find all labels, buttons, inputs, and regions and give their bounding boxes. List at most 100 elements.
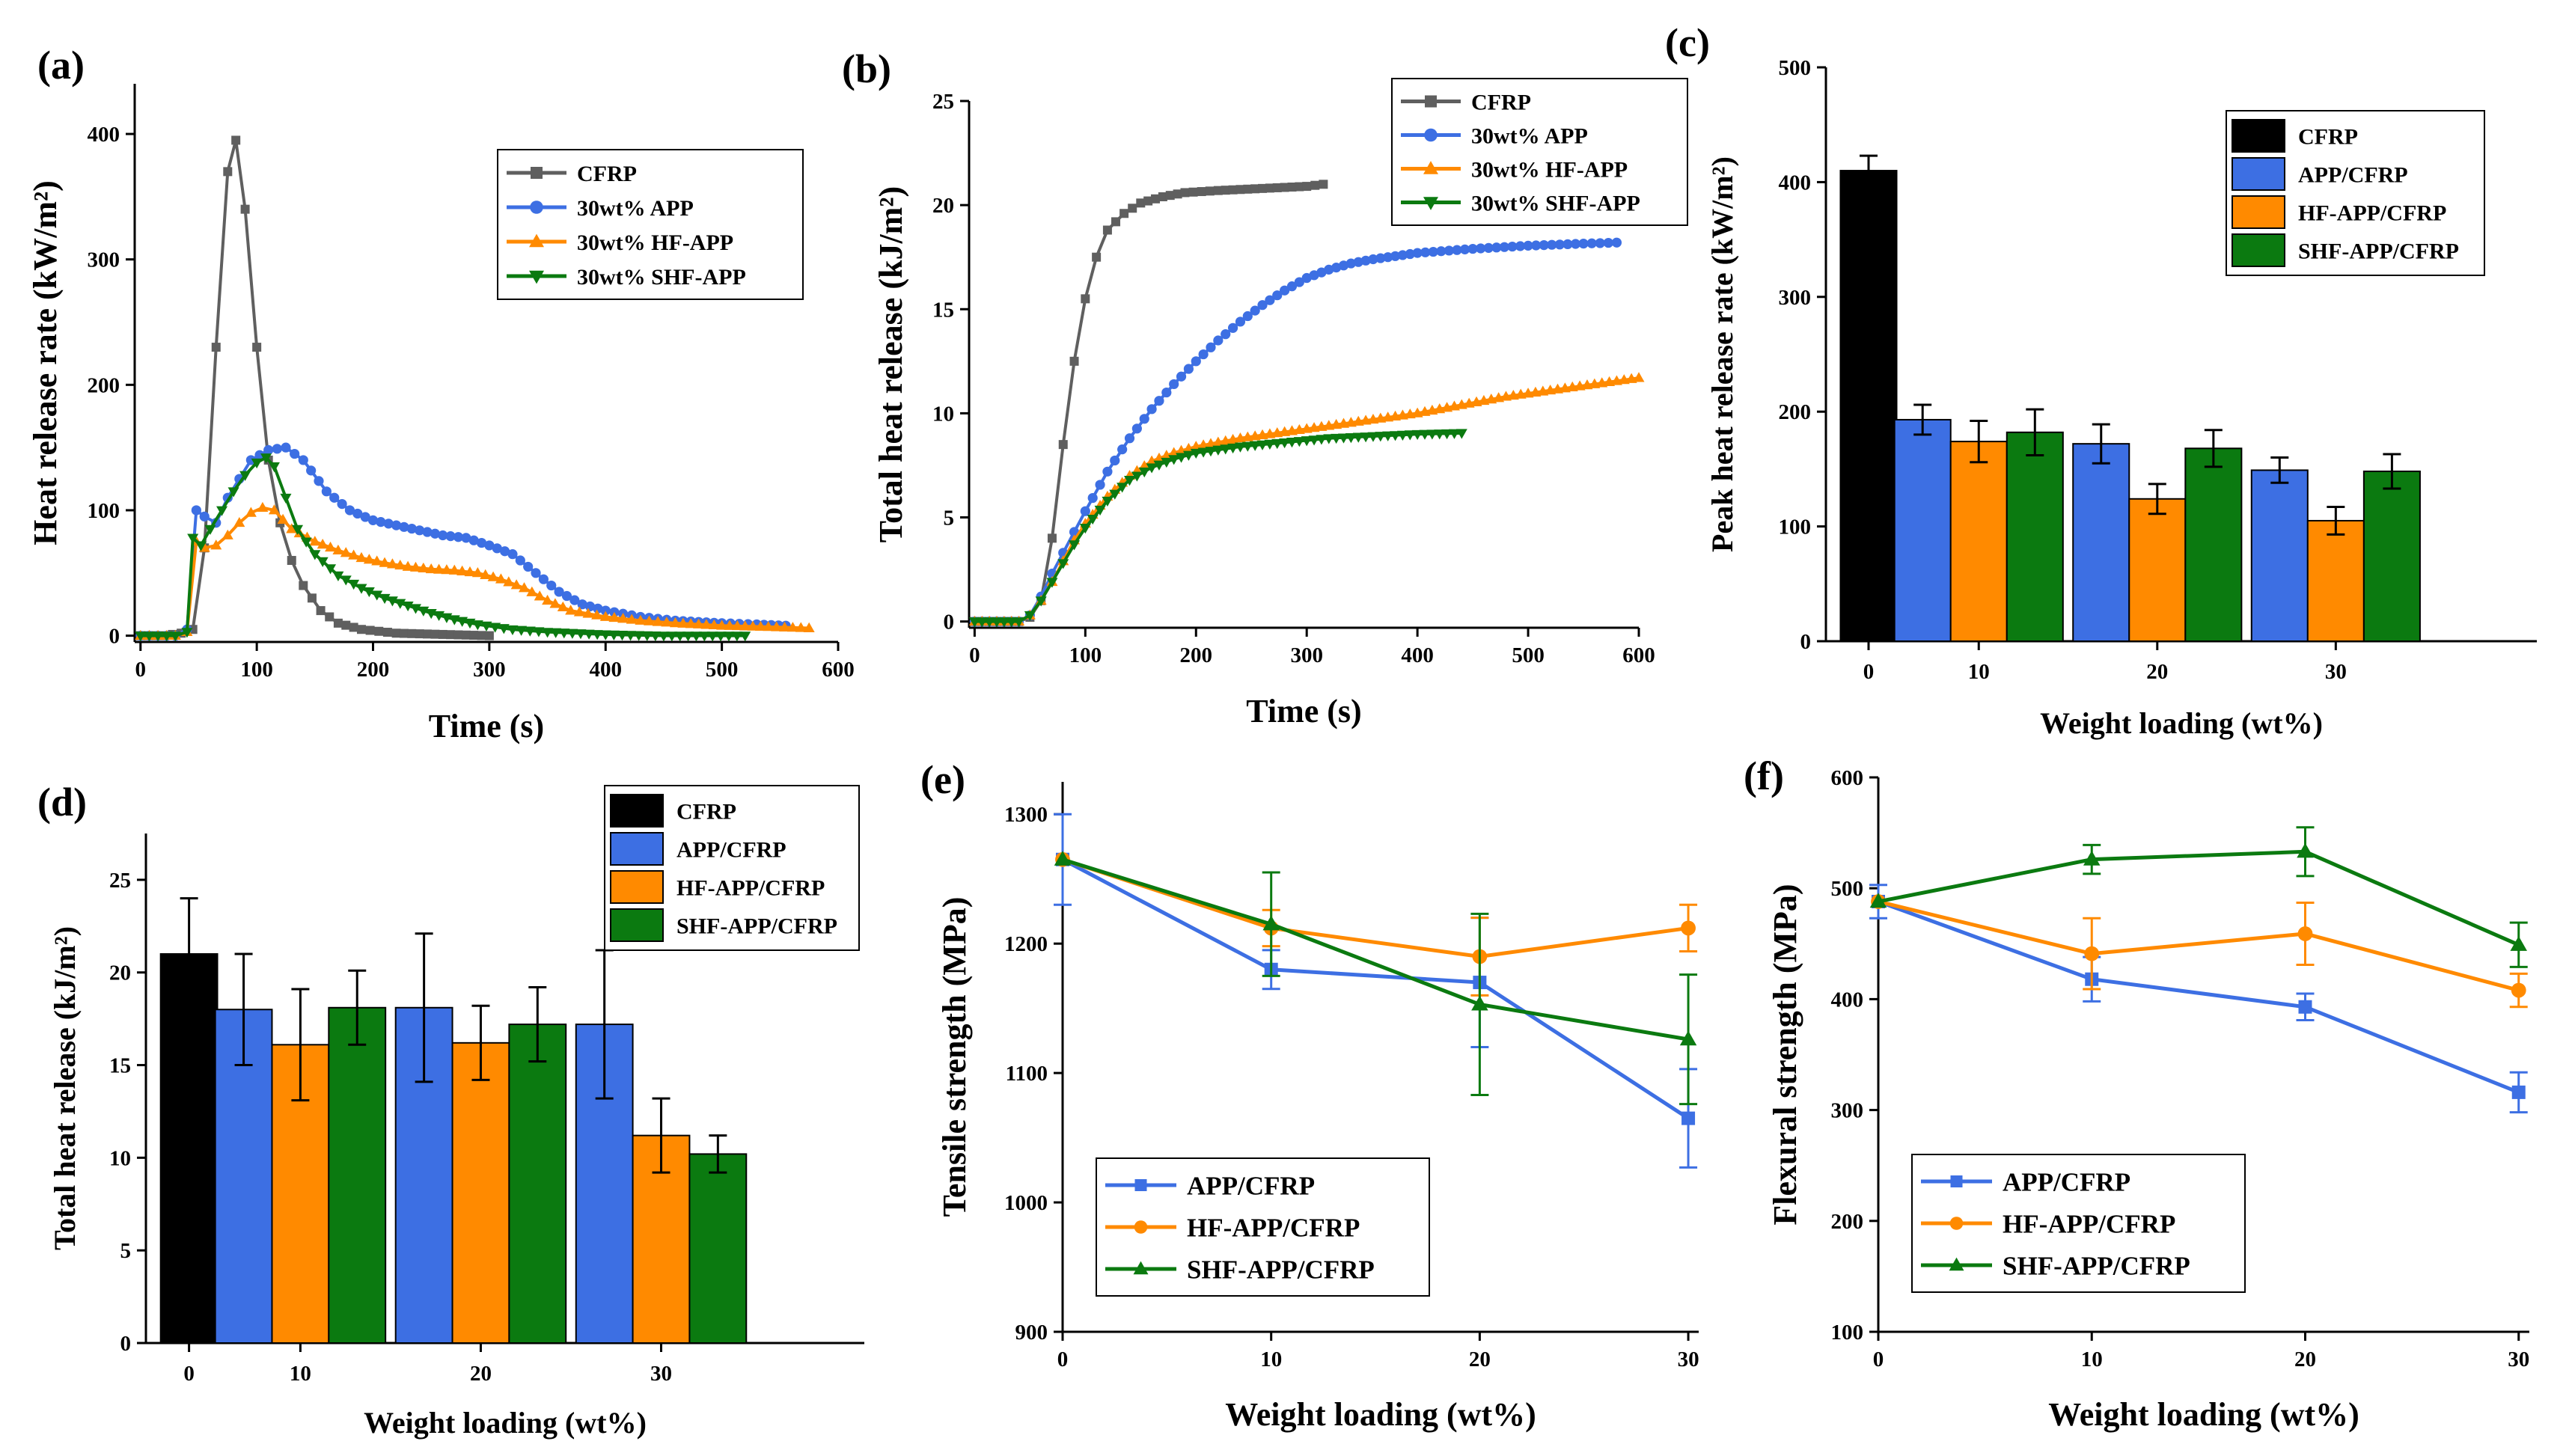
data-point-a-2 <box>549 598 561 608</box>
data-point-b-0 <box>1173 189 1182 199</box>
data-point-a-3 <box>195 541 207 551</box>
data-point-a-0 <box>423 629 433 639</box>
data-point-a-3 <box>280 493 292 504</box>
data-point-b-3 <box>1241 441 1253 452</box>
x-tick-label-c-3: 30 <box>2325 660 2347 684</box>
data-point-a-3 <box>152 631 164 642</box>
data-point-a-2 <box>661 617 673 627</box>
data-point-a-3 <box>348 579 360 590</box>
series-c-0 <box>1839 154 1898 642</box>
x-tick-label-a-0: 0 <box>135 658 147 682</box>
data-point-a-3 <box>204 524 216 535</box>
data-point-a-2 <box>754 620 766 631</box>
data-point-a-1 <box>391 520 402 530</box>
data-point-b-3 <box>1117 483 1128 493</box>
data-point-b-1 <box>1436 246 1447 257</box>
data-point-b-1 <box>1360 255 1371 266</box>
data-point-e-0 <box>1681 1111 1696 1125</box>
data-point-b-3 <box>1271 438 1283 450</box>
data-point-a-0 <box>469 631 479 640</box>
legend-label-e-1: HF-APP/CFRP <box>1187 1214 1360 1243</box>
data-point-a-3 <box>363 587 375 598</box>
data-point-b-0 <box>1180 188 1190 198</box>
data-point-b-3 <box>1153 460 1165 471</box>
y-tick-label-b-2: 10 <box>932 402 954 426</box>
x-tick-label-e-0: 0 <box>1057 1348 1069 1371</box>
data-point-a-1 <box>515 555 525 566</box>
data-point-a-3 <box>325 564 337 575</box>
data-point-e-1 <box>1681 920 1696 936</box>
data-point-b-1 <box>1547 239 1557 250</box>
data-point-a-2 <box>464 566 476 577</box>
data-point-b-3 <box>1293 437 1305 447</box>
bar-d-2-2 <box>451 1041 510 1344</box>
data-point-b-2 <box>1146 455 1158 465</box>
data-point-b-1 <box>1250 305 1260 316</box>
data-point-a-2 <box>495 573 507 584</box>
data-point-b-1 <box>1139 414 1149 424</box>
data-point-a-1 <box>254 450 265 460</box>
y-tick-label-d-5: 25 <box>109 869 131 893</box>
data-point-a-2 <box>233 516 245 527</box>
data-point-b-1 <box>1102 466 1113 477</box>
data-point-a-3 <box>558 628 570 639</box>
data-point-f-0 <box>2298 1000 2312 1014</box>
data-point-a-3 <box>698 631 710 642</box>
panel-label-b: (b) <box>842 46 891 91</box>
legend-a: CFRP 30wt% APP 30wt% HF-APP 30wt% SHF-APP <box>497 149 804 300</box>
data-point-b-3 <box>1109 489 1121 500</box>
data-point-a-2 <box>599 611 611 621</box>
data-point-a-2 <box>542 594 554 605</box>
data-point-b-1 <box>1390 251 1401 261</box>
series-d-0 <box>159 897 219 1344</box>
legend-label-c-3: SHF-APP/CFRP <box>2298 239 2459 263</box>
legend-marker-b-3 <box>1423 197 1438 210</box>
data-point-b-3 <box>1124 476 1136 486</box>
data-point-a-0 <box>316 606 326 616</box>
legend-marker-b-1 <box>1424 128 1438 142</box>
data-point-b-3 <box>1234 442 1246 453</box>
data-point-a-2 <box>557 601 569 612</box>
series-a-1 <box>135 442 791 641</box>
data-point-a-1 <box>561 590 572 602</box>
data-point-a-0 <box>391 628 401 638</box>
data-point-a-3 <box>471 620 483 631</box>
data-point-a-1 <box>245 455 256 465</box>
data-point-a-2 <box>503 576 515 587</box>
y-axis-title-e: Tensile strength (MPa) <box>936 897 973 1217</box>
y-axis-title-a: Heat release rate (kW/m²) <box>27 180 64 545</box>
data-point-a-3 <box>292 524 304 535</box>
data-point-b-3 <box>1441 429 1453 440</box>
data-point-a-3 <box>181 628 193 638</box>
legend-label-a-2: 30wt% HF-APP <box>577 230 733 255</box>
data-point-a-0 <box>231 135 241 145</box>
data-point-a-2 <box>332 544 344 555</box>
data-point-a-3 <box>599 630 611 640</box>
x-axis-title-a: Time (s) <box>429 708 544 744</box>
data-point-f-1 <box>2084 946 2100 961</box>
data-point-a-0 <box>252 343 262 352</box>
data-point-a-3 <box>524 626 536 637</box>
panel-label-d: (d) <box>37 780 87 825</box>
data-point-b-0 <box>1221 186 1230 195</box>
legend-label-f-0: APP/CFRP <box>2003 1168 2130 1197</box>
data-point-b-1 <box>1595 238 1605 248</box>
data-point-b-1 <box>1265 295 1275 305</box>
data-point-a-1 <box>438 530 448 541</box>
data-point-b-3 <box>1046 578 1058 588</box>
data-point-b-0 <box>1151 194 1161 204</box>
legend-marker-f-2 <box>1949 1257 1964 1271</box>
data-point-a-3 <box>715 631 727 642</box>
data-point-b-3 <box>1024 611 1036 622</box>
series-a-3 <box>135 453 751 642</box>
data-point-f-1 <box>2297 926 2313 941</box>
data-point-b-1 <box>1603 237 1613 248</box>
series-d-2 <box>271 988 691 1344</box>
data-point-a-1 <box>554 587 564 597</box>
data-point-a-1 <box>367 515 379 525</box>
x-tick-label-a-4: 400 <box>590 658 623 682</box>
bar-c-3-1 <box>2006 431 2064 642</box>
data-point-a-2 <box>644 615 656 625</box>
data-point-b-1 <box>1183 364 1194 374</box>
data-point-a-2 <box>591 609 603 620</box>
